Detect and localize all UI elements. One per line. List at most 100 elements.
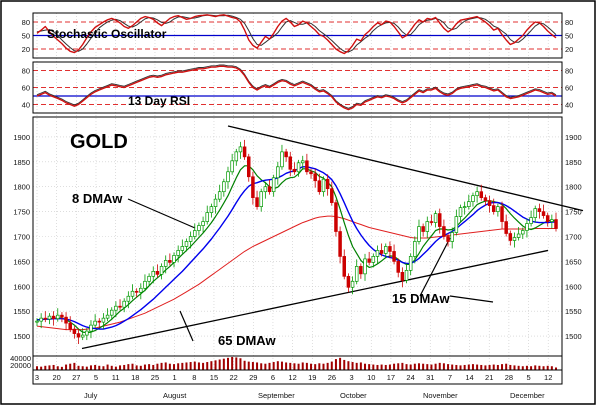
candle-body <box>346 275 351 288</box>
candle-body <box>139 287 143 293</box>
volume-bar <box>40 366 43 370</box>
candle-body <box>72 328 77 334</box>
volume-bar <box>372 364 375 370</box>
volume-bar <box>546 365 549 370</box>
candle-body <box>454 216 459 233</box>
candle-body <box>450 232 454 242</box>
volume-bar <box>123 364 126 370</box>
candle-body <box>367 258 371 263</box>
candle-body <box>413 241 417 257</box>
dma15-annotation: 15 DMAw <box>392 291 450 306</box>
volume-bar <box>98 365 101 370</box>
price-tick-left: 1550 <box>13 307 30 316</box>
candle-body <box>354 266 359 282</box>
candle-body <box>276 166 280 179</box>
volume-bar <box>139 365 142 370</box>
stochastic-tick-right: 50 <box>565 32 573 41</box>
volume-bar <box>210 361 213 370</box>
annotation-pointer <box>419 237 451 297</box>
candle-body <box>421 226 425 232</box>
volume-bar <box>110 365 113 370</box>
price-tick-right: 1900 <box>565 133 582 142</box>
candle-body <box>68 322 72 330</box>
candle-body <box>471 195 475 202</box>
candle-body <box>180 246 185 251</box>
volume-bar <box>368 364 371 370</box>
volume-bar <box>65 364 68 370</box>
price-tick-right: 1850 <box>565 158 582 167</box>
volume-bar <box>202 362 205 370</box>
stochastic-title: Stochastic Oscillator <box>47 27 167 41</box>
volume-bar <box>393 363 396 370</box>
volume-bar <box>81 366 84 370</box>
volume-bar <box>247 361 250 370</box>
volume-bar <box>276 361 279 370</box>
candle-body <box>197 225 201 231</box>
x-day-label: 19 <box>308 373 316 382</box>
price-tick-right: 1650 <box>565 257 582 266</box>
x-day-label: 3 <box>350 373 354 382</box>
stochastic-tick-left: 50 <box>22 32 30 41</box>
volume-bar <box>405 364 408 370</box>
x-day-label: 12 <box>288 373 296 382</box>
candle-body <box>533 208 537 218</box>
x-month-label: September <box>258 391 295 400</box>
volume-bar <box>351 362 354 370</box>
candle-body <box>363 258 367 275</box>
volume-bar <box>401 362 404 370</box>
volume-bar <box>272 362 275 370</box>
candle-body <box>60 314 64 318</box>
candle-body <box>242 146 247 158</box>
annotation-pointer <box>127 198 196 229</box>
annotation-pointer <box>449 295 494 303</box>
candle-body <box>359 266 363 275</box>
volume-bar <box>380 364 383 370</box>
volume-bar <box>293 363 296 370</box>
gold-label: GOLD <box>70 131 128 153</box>
candle-body <box>437 213 442 227</box>
stochastic-d-line <box>36 14 557 53</box>
candle-body <box>404 270 409 281</box>
volume-bar <box>330 361 333 370</box>
volume-bar <box>160 362 163 370</box>
x-day-label: 1 <box>173 373 177 382</box>
volume-bar <box>555 367 557 370</box>
candle-body <box>263 186 268 193</box>
candle-body <box>147 275 151 282</box>
rsi-line <box>36 65 557 111</box>
volume-bar <box>550 366 553 370</box>
volume-bar <box>517 365 520 370</box>
lower-trendline <box>81 249 549 350</box>
candle-body <box>288 156 293 170</box>
stochastic-tick-right: 80 <box>565 18 573 27</box>
candle-body <box>550 219 554 222</box>
volume-bar <box>218 359 221 370</box>
candle-body <box>384 246 388 254</box>
candle-body <box>321 178 326 193</box>
volume-bar <box>364 363 367 370</box>
panel-border <box>32 61 563 114</box>
candle-body <box>205 212 209 222</box>
x-day-label: 14 <box>465 373 473 382</box>
candle-body <box>35 320 39 323</box>
volume-bar <box>280 361 283 370</box>
candle-body <box>467 201 471 207</box>
rsi-tick-right: 60 <box>565 84 573 93</box>
candle-body <box>300 160 305 164</box>
volume-bar <box>89 365 92 370</box>
price-tick-left: 1700 <box>13 233 30 242</box>
volume-bar <box>530 366 533 370</box>
candle-body <box>85 330 89 336</box>
price-tick-right: 1700 <box>565 233 582 242</box>
volume-bar <box>318 363 321 370</box>
volume-bar <box>455 364 458 370</box>
candle-body <box>388 246 392 252</box>
volume-bar <box>397 363 400 370</box>
candle-body <box>201 221 205 226</box>
candle-body <box>500 206 504 222</box>
price-tick-left: 1600 <box>13 282 30 291</box>
x-day-label: 21 <box>485 373 493 382</box>
candle-body <box>392 251 396 262</box>
x-day-label: 18 <box>131 373 139 382</box>
candle-body <box>371 256 376 263</box>
